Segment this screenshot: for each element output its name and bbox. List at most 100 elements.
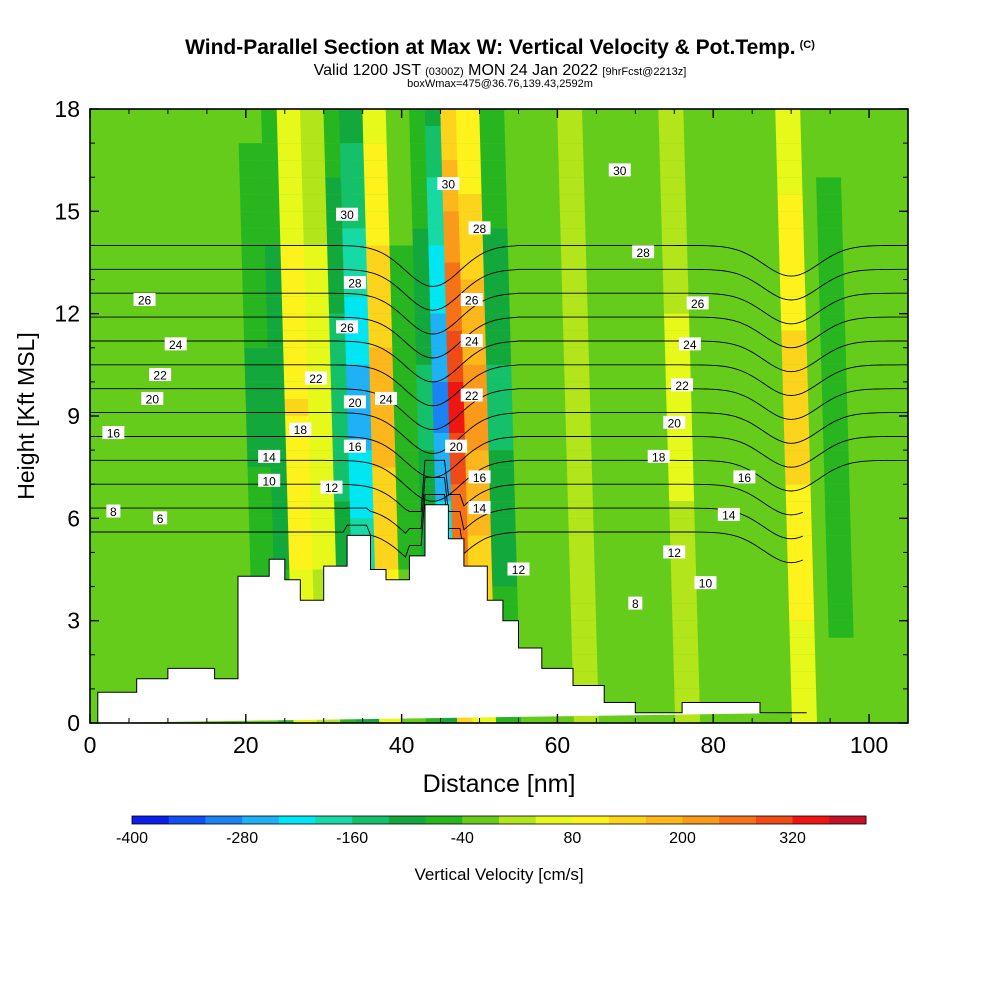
velocity-cell — [613, 194, 640, 212]
velocity-cell — [864, 518, 890, 536]
velocity-cell — [726, 586, 752, 604]
velocity-cell — [96, 637, 122, 655]
velocity-cell — [824, 501, 851, 519]
velocity-cell — [662, 262, 688, 280]
velocity-cell — [778, 228, 804, 246]
velocity-cell — [93, 535, 119, 553]
velocity-cell — [485, 347, 512, 365]
velocity-cell — [517, 364, 543, 382]
velocity-cell — [620, 450, 647, 468]
velocity-cell — [130, 194, 157, 212]
velocity-cell — [661, 228, 688, 246]
theta-contour-line — [90, 244, 908, 287]
velocity-cell — [855, 177, 881, 195]
velocity-cell — [523, 586, 549, 604]
velocity-cell — [308, 416, 334, 434]
colorbar-swatch — [352, 816, 390, 824]
colorbar-tick-label: -400 — [116, 830, 148, 847]
velocity-cell — [513, 211, 539, 229]
velocity-cell — [617, 313, 643, 331]
velocity-cell — [781, 330, 807, 348]
velocity-cell — [133, 279, 159, 297]
y-tick-label: 15 — [54, 198, 80, 224]
velocity-cell — [558, 160, 584, 178]
velocity-cell — [240, 211, 266, 229]
velocity-cell — [367, 313, 394, 331]
velocity-cell — [790, 671, 817, 689]
velocity-cell — [131, 228, 158, 246]
velocity-cell — [142, 603, 168, 621]
contour-label-bg — [608, 163, 631, 177]
velocity-cell — [182, 364, 208, 382]
velocity-cell — [184, 450, 211, 468]
velocity-cell — [518, 416, 545, 434]
velocity-cell — [486, 381, 513, 399]
velocity-cell — [559, 211, 586, 229]
velocity-cell — [515, 279, 541, 297]
velocity-cell — [619, 381, 645, 399]
velocity-cell — [819, 313, 846, 331]
chart-title-text: Wind-Parallel Section at Max W: Vertical… — [185, 36, 796, 59]
colorbar-tick-label: 320 — [779, 830, 806, 847]
velocity-cell — [386, 143, 413, 161]
velocity-cell — [307, 381, 333, 399]
contour-label: 24 — [465, 334, 479, 348]
velocity-cell — [374, 535, 400, 553]
velocity-cell — [367, 296, 393, 314]
contour-label-bg — [164, 337, 187, 351]
velocity-cell — [90, 330, 114, 348]
velocity-cell — [565, 416, 591, 434]
velocity-cell — [572, 671, 598, 689]
velocity-cell — [248, 501, 274, 519]
velocity-cell — [184, 433, 210, 451]
velocity-cell — [520, 467, 546, 485]
contour-label-bg — [437, 177, 460, 191]
x-axis-label: Distance [nm] — [423, 770, 576, 798]
velocity-cell — [455, 109, 482, 127]
velocity-cell — [307, 398, 334, 416]
velocity-cell — [363, 160, 390, 178]
velocity-cell — [718, 296, 744, 314]
velocity-cell — [669, 518, 696, 536]
contour-label: 10 — [699, 577, 713, 591]
contour-label-bg — [460, 333, 483, 347]
velocity-cell — [460, 279, 486, 297]
velocity-cell — [725, 569, 751, 587]
velocity-cell — [719, 330, 745, 348]
velocity-cell — [780, 313, 807, 331]
velocity-cell — [816, 177, 842, 195]
velocity-cell — [249, 535, 275, 553]
velocity-cell — [862, 467, 889, 485]
velocity-cell — [625, 620, 652, 638]
velocity-cell — [523, 603, 550, 621]
theta-contour-line — [90, 412, 908, 454]
contour-label-bg — [460, 293, 483, 307]
velocity-cell — [713, 126, 739, 144]
velocity-cell — [866, 603, 893, 621]
velocity-cell — [245, 398, 272, 416]
velocity-cell — [566, 467, 593, 485]
velocity-cell — [140, 535, 166, 553]
velocity-cell — [571, 637, 598, 655]
velocity-cell — [854, 143, 880, 161]
velocity-cell — [304, 262, 330, 280]
velocity-cell — [300, 143, 327, 161]
velocity-cell — [513, 228, 540, 246]
velocity-cell — [627, 671, 653, 689]
velocity-cell — [392, 364, 419, 382]
velocity-cell — [185, 467, 211, 485]
colorbar-swatch — [205, 816, 243, 824]
velocity-cell — [94, 569, 120, 587]
velocity-cell — [467, 518, 493, 536]
contour-label-bg — [102, 426, 125, 440]
velocity-cell — [780, 296, 806, 314]
contour-label: 22 — [153, 369, 167, 383]
velocity-cell — [90, 228, 111, 246]
velocity-cell — [396, 484, 422, 502]
velocity-cell — [865, 552, 891, 570]
velocity-cell — [90, 262, 112, 280]
velocity-cell — [303, 228, 329, 246]
contour-label: 22 — [465, 389, 479, 403]
velocity-cell — [672, 637, 699, 655]
velocity-cell — [783, 416, 810, 434]
